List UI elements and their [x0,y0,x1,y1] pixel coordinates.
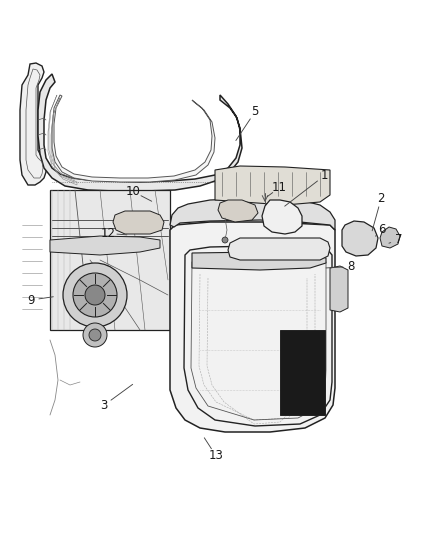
Polygon shape [52,95,215,182]
Text: 1: 1 [320,169,328,182]
Polygon shape [330,266,348,312]
Circle shape [83,323,107,347]
Polygon shape [262,200,302,234]
Circle shape [85,285,105,305]
Circle shape [222,237,228,243]
Polygon shape [38,74,242,191]
Circle shape [89,329,101,341]
Text: 7: 7 [395,233,403,246]
Polygon shape [215,166,330,205]
Polygon shape [20,63,46,185]
Polygon shape [280,330,325,415]
Polygon shape [218,200,258,222]
Text: 13: 13 [208,449,223,462]
Circle shape [73,273,117,317]
Text: 8: 8 [348,260,355,273]
Polygon shape [380,227,400,248]
Text: 9: 9 [27,294,35,306]
Circle shape [63,263,127,327]
Polygon shape [192,252,326,270]
Text: 3: 3 [101,399,108,411]
Text: 2: 2 [377,192,385,205]
Polygon shape [170,198,335,230]
Polygon shape [170,222,335,432]
Text: 6: 6 [378,223,386,236]
Polygon shape [228,238,330,260]
Text: 12: 12 [101,227,116,240]
Polygon shape [50,236,160,255]
Text: 11: 11 [272,181,287,194]
Polygon shape [113,211,164,234]
Text: 5: 5 [251,106,258,118]
Polygon shape [50,190,170,330]
Polygon shape [342,221,378,256]
Text: 10: 10 [126,185,141,198]
